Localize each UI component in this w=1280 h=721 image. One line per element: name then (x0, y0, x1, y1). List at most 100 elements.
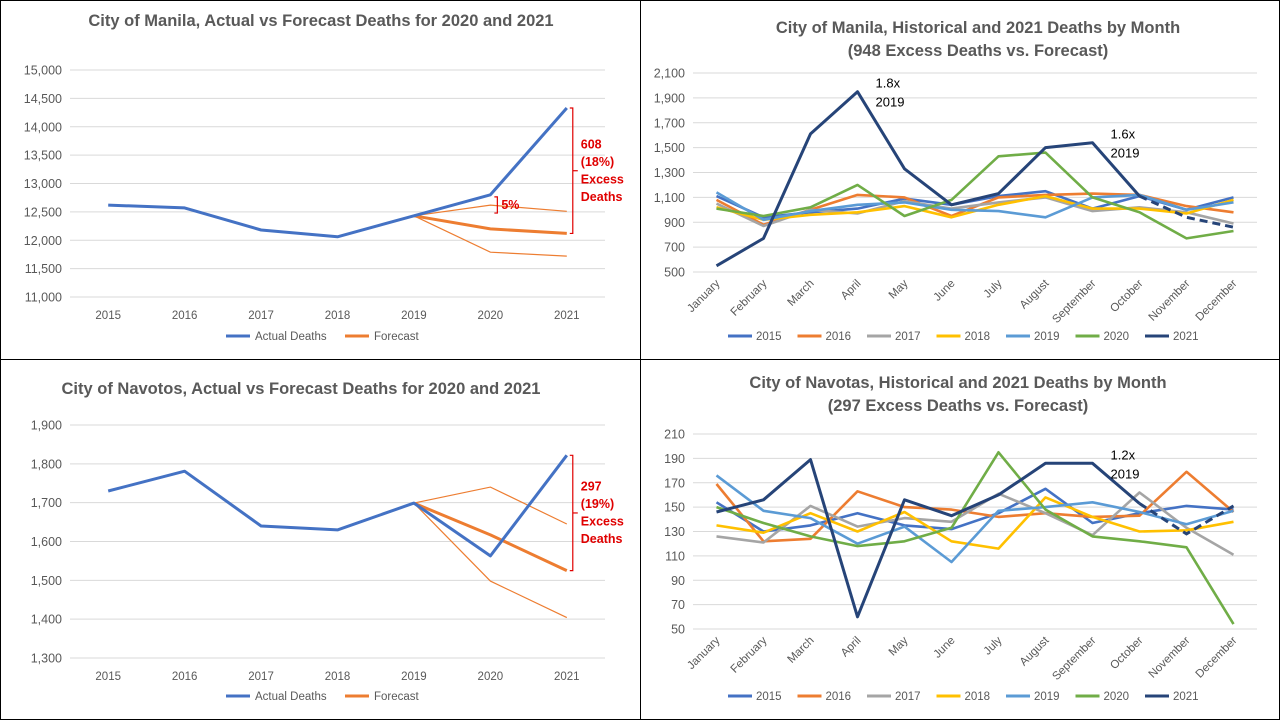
x-tick-label: March (786, 635, 817, 666)
y-tick-label: 130 (664, 525, 685, 539)
y-tick-label: 1,500 (31, 574, 62, 588)
pct-bracket (494, 196, 498, 214)
x-tick-label: 2017 (248, 310, 274, 322)
x-tick-label: 2019 (401, 310, 427, 322)
legend-item-2020: 2020 (1075, 691, 1129, 703)
annotation-line: Deaths (581, 532, 623, 546)
chart-title: City of Navotas, Historical and 2021 Dea… (749, 374, 1166, 392)
y-tick-label: 2,100 (654, 67, 685, 81)
series-actual-deaths (108, 107, 568, 239)
chart-svg: City of Manila, Actual vs Forecast Death… (24, 12, 624, 343)
chart-panel-manila-forecast: City of Manila, Actual vs Forecast Death… (0, 0, 641, 360)
y-tick-label: 190 (664, 452, 685, 466)
x-tick-label: February (729, 634, 770, 675)
x-tick-label: December (1194, 635, 1240, 681)
chart-title: City of Manila, Actual vs Forecast Death… (88, 12, 553, 30)
x-tick-label: October (1108, 278, 1146, 316)
y-tick-label: 1,400 (31, 613, 62, 627)
annotation-line: 2019 (1111, 146, 1140, 161)
legend-item-2017: 2017 (867, 691, 921, 703)
chart-subtitle: (297 Excess Deaths vs. Forecast) (828, 397, 1088, 415)
x-tick-label: March (786, 278, 817, 309)
legend-label: 2016 (826, 691, 852, 703)
x-tick-label: August (1018, 634, 1052, 668)
y-tick-label: 11,000 (25, 291, 62, 305)
y-tick-label: 13,000 (24, 177, 62, 191)
legend-label: 2019 (1034, 331, 1060, 343)
chart-svg: City of Manila, Historical and 2021 Deat… (654, 19, 1257, 343)
series-2017 (716, 491, 1235, 556)
y-tick-label: 1,300 (654, 166, 685, 180)
legend-label: 2021 (1173, 691, 1199, 703)
series-forecast (413, 214, 567, 235)
y-tick-label: 90 (671, 574, 685, 588)
legend-label: Actual Deaths (255, 331, 327, 343)
series-2016 (715, 470, 1235, 543)
annotation-line: 297 (581, 480, 602, 494)
forecast-upper-bound (413, 486, 568, 525)
x-tick-label: December (1194, 278, 1240, 324)
chart-body: City of Navotas, Historical and 2021 Dea… (664, 374, 1257, 703)
legend-item-2020: 2020 (1075, 331, 1130, 343)
legend-label: 2015 (756, 691, 782, 703)
y-tick-label: 1,700 (654, 116, 685, 130)
excess-deaths-annotation: 297 (19%) Excess Deaths (581, 480, 624, 547)
legend-item-forecast: Forecast (345, 331, 420, 343)
legend-item-2015: 2015 (728, 691, 782, 703)
series-2020 (716, 451, 1235, 625)
y-tick-label: 1,900 (31, 419, 62, 433)
legend-item-actual-deaths: Actual Deaths (226, 331, 327, 343)
excess-deaths-annotation: 608 (18%) Excess Deaths (581, 137, 624, 204)
x-tick-label: September (1050, 635, 1098, 683)
chart-title: City of Navotos, Actual vs Forecast Deat… (62, 380, 541, 398)
y-tick-label: 110 (665, 549, 685, 563)
series-actual-deaths (107, 454, 568, 558)
x-tick-label: 2016 (172, 310, 198, 322)
y-tick-label: 900 (664, 216, 685, 230)
x-tick-label: February (729, 277, 770, 318)
chart-body: City of Manila, Actual vs Forecast Death… (24, 12, 624, 343)
y-tick-label: 170 (664, 476, 685, 490)
series-2021 (716, 458, 1141, 619)
ratio-annotation: 1.2x 2019 (1111, 447, 1140, 481)
chart-panel-navotos-forecast: City of Navotos, Actual vs Forecast Deat… (0, 359, 641, 720)
forecast-upper-bound (413, 204, 567, 217)
legend-item-2021: 2021 (1145, 331, 1199, 343)
annotation-line: Deaths (581, 190, 623, 204)
x-tick-label: 2017 (248, 671, 274, 683)
series-2021-projected (1138, 194, 1234, 229)
chart-svg: City of Navotos, Actual vs Forecast Deat… (31, 380, 624, 703)
series-forecast (413, 501, 568, 572)
legend-item-actual-deaths: Actual Deaths (226, 691, 327, 703)
legend-label: 2018 (965, 331, 991, 343)
y-tick-label: 1,700 (31, 496, 62, 510)
y-tick-label: 1,600 (31, 535, 62, 549)
annotation-line: 608 (581, 137, 602, 151)
y-tick-label: 210 (664, 428, 685, 442)
x-tick-label: September (1050, 278, 1098, 326)
annotation-line: 2019 (876, 95, 905, 110)
y-tick-label: 11,500 (25, 262, 62, 276)
x-tick-label: 2021 (554, 671, 580, 683)
x-tick-label: May (887, 277, 911, 301)
x-tick-label: April (839, 278, 864, 303)
chart-title: City of Manila, Historical and 2021 Deat… (776, 19, 1180, 37)
legend-label: 2020 (1104, 331, 1130, 343)
legend-item-2018: 2018 (936, 331, 991, 343)
legend-label: 2018 (965, 691, 991, 703)
x-tick-label: 2018 (325, 310, 351, 322)
legend-label: Forecast (374, 691, 420, 703)
chart-body: City of Navotos, Actual vs Forecast Deat… (31, 380, 624, 703)
x-tick-label: 2021 (554, 310, 580, 322)
series-2021-projected (1138, 502, 1235, 536)
x-tick-label: January (685, 634, 723, 672)
legend-label: 2017 (895, 331, 921, 343)
annotation-line: (18%) (581, 155, 614, 169)
x-tick-label: August (1018, 277, 1052, 311)
x-tick-label: 2020 (478, 310, 504, 322)
x-tick-label: July (982, 634, 1005, 657)
legend-label: Forecast (374, 331, 420, 343)
annotation-line: Excess (581, 515, 624, 529)
forecast-lower-bound (413, 215, 567, 257)
